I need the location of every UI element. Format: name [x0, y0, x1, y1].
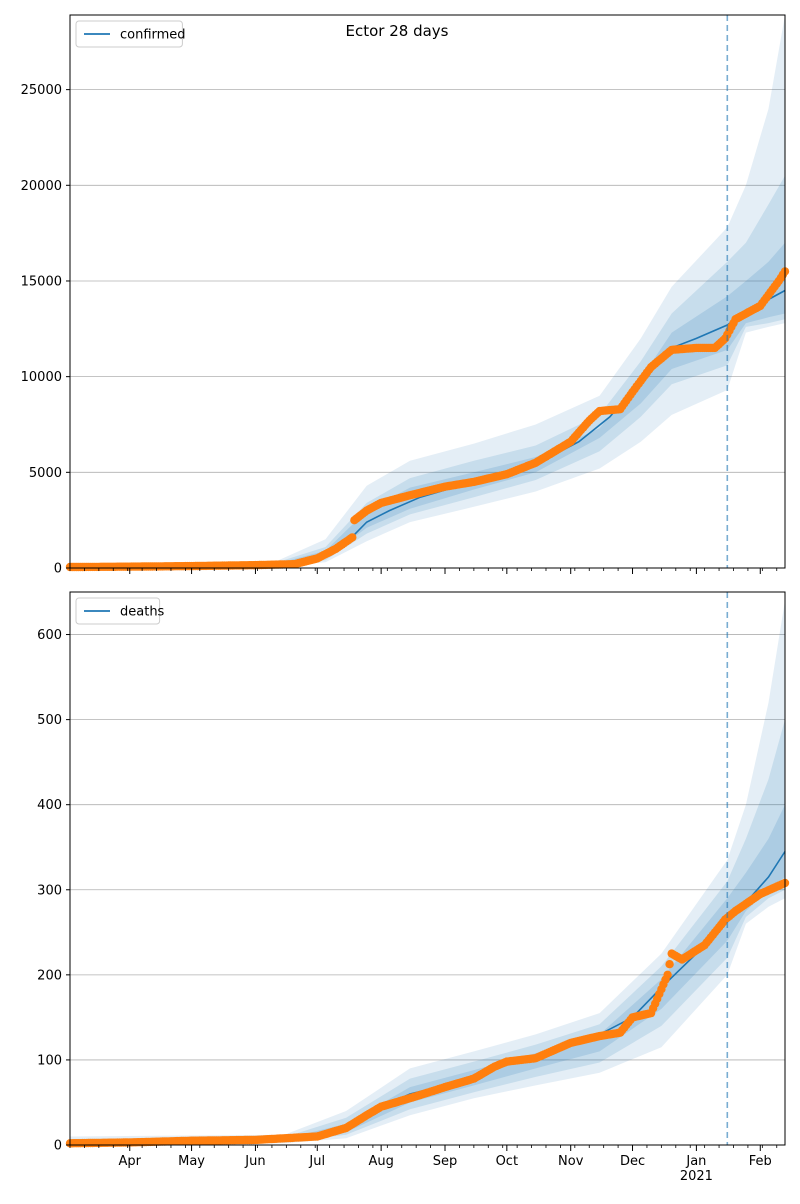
- y-tick-label: 300: [37, 883, 62, 898]
- legend: confirmed: [75, 20, 186, 48]
- x-tick-label: 2021: [680, 1169, 713, 1184]
- legend-box: [75, 20, 183, 48]
- x-tick-label: Feb: [749, 1154, 772, 1169]
- x-tick-label: Nov: [558, 1154, 584, 1169]
- y-tick-label: 400: [37, 798, 62, 813]
- x-tick-label: Jul: [308, 1154, 325, 1169]
- chart-title: Ector 28 days: [346, 22, 449, 40]
- x-tick-label: May: [178, 1154, 205, 1169]
- x-tick-label: Dec: [620, 1154, 645, 1169]
- y-tick-label: 15000: [21, 274, 62, 289]
- data-point: [663, 970, 672, 979]
- y-tick-label: 200: [37, 968, 62, 983]
- legend-box: [75, 597, 161, 625]
- observed-points: [65, 878, 790, 1148]
- y-tick-label: 600: [37, 628, 62, 643]
- data-point: [665, 960, 674, 969]
- legend: deaths: [75, 597, 165, 625]
- chart-panel-2: 0 100 200 300 400 500 600 Apr May Jun Jul Aug Sep Oct…: [37, 591, 790, 1184]
- x-tick-label: Oct: [496, 1154, 518, 1169]
- x-tick-label: Jun: [244, 1154, 265, 1169]
- confidence-band-middle: [274, 175, 785, 567]
- y-tick-label: 500: [37, 713, 62, 728]
- x-tick-label: Jan: [685, 1154, 706, 1169]
- y-tick-label: 100: [37, 1053, 62, 1068]
- legend-label: confirmed: [120, 28, 186, 43]
- data-point: [348, 533, 357, 542]
- y-tick-label: 20000: [21, 179, 62, 194]
- legend-label: deaths: [120, 605, 165, 620]
- confidence-band-outer: [70, 600, 785, 1145]
- y-tick-label: 10000: [21, 370, 62, 385]
- x-tick-label: Sep: [433, 1154, 458, 1169]
- axes-frame: [69, 14, 786, 569]
- axes-frame: [69, 591, 786, 1146]
- y-tick-label: 5000: [29, 466, 62, 481]
- confidence-band-outer: [274, 15, 785, 567]
- chart-panel-1: 0 5000 10000 15000 20000 25000 confirmed: [21, 14, 790, 577]
- x-tick-label: Aug: [368, 1154, 393, 1169]
- y-tick-label: 0: [54, 562, 62, 577]
- y-tick-label: 25000: [21, 83, 62, 98]
- observed-points: [65, 267, 790, 572]
- y-tick-label: 0: [54, 1139, 62, 1154]
- x-tick-label: Apr: [119, 1154, 142, 1169]
